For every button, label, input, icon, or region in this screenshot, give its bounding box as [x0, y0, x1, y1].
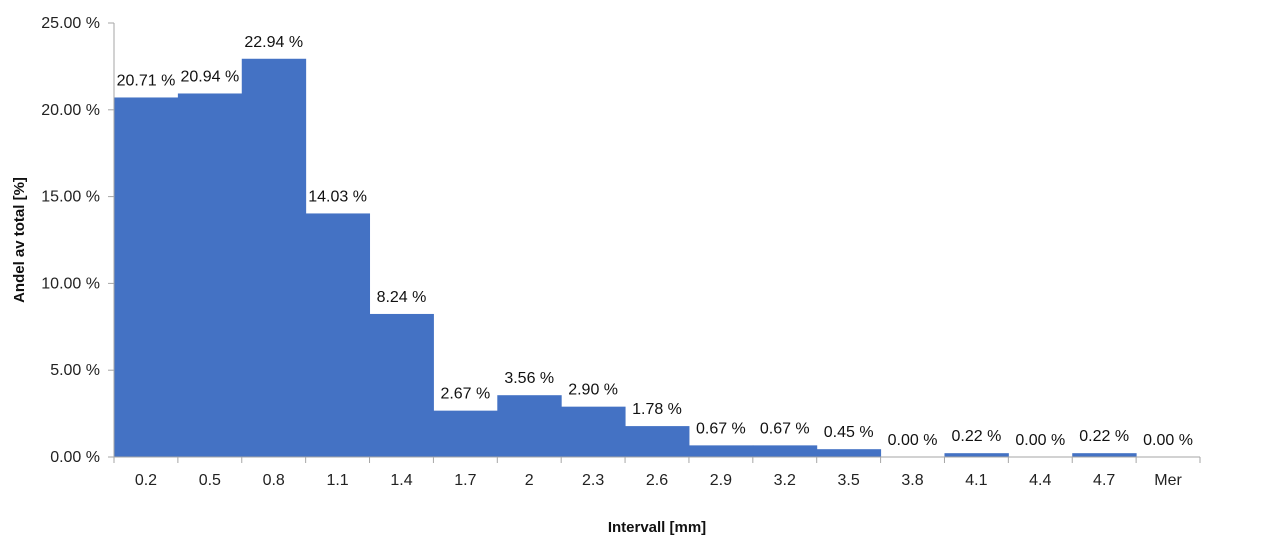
data-label: 0.22 %	[952, 428, 1002, 445]
data-label: 0.00 %	[1015, 432, 1065, 449]
data-label: 22.94 %	[244, 34, 303, 51]
x-axis-ticks	[113, 457, 1201, 463]
x-tick-label: 4.4	[1029, 472, 1051, 489]
y-tick-label: 25.00 %	[41, 15, 100, 32]
bar	[497, 395, 562, 457]
data-label: 8.24 %	[377, 289, 427, 306]
x-tick-label: 0.2	[135, 472, 157, 489]
data-label: 0.00 %	[888, 432, 938, 449]
x-tick-label: 2.9	[710, 472, 732, 489]
data-label: 20.94 %	[180, 68, 239, 85]
x-axis-tick-labels: 0.2 0.5 0.8 1.1 1.4 1.7 2 2.3 2.6 2.9 3.2 3.5 3.8 4.1…	[135, 472, 1183, 489]
bar	[944, 453, 1009, 457]
bar	[433, 410, 498, 457]
x-axis-title: Intervall [mm]	[608, 519, 706, 536]
x-tick-label: 1.4	[390, 472, 412, 489]
y-axis-ticks	[108, 22, 114, 458]
x-tick-label: 1.1	[326, 472, 348, 489]
data-label: 0.67 %	[696, 420, 746, 437]
bar	[305, 213, 371, 457]
data-label: 1.78 %	[632, 401, 682, 418]
bar	[752, 445, 818, 457]
x-tick-label: 0.5	[199, 472, 221, 489]
data-label: 3.56 %	[504, 370, 554, 387]
data-label: 0.67 %	[760, 420, 810, 437]
bar	[816, 449, 882, 457]
x-tick-label: 2	[525, 472, 534, 489]
data-label: 14.03 %	[308, 188, 367, 205]
y-tick-label: 15.00 %	[41, 189, 100, 206]
data-label: 20.71 %	[117, 72, 176, 89]
data-label: 0.00 %	[1143, 432, 1193, 449]
bar	[561, 406, 626, 457]
x-tick-label: 0.8	[263, 472, 285, 489]
bar	[177, 93, 243, 457]
x-tick-label: 2.3	[582, 472, 604, 489]
x-tick-label: 2.6	[646, 472, 668, 489]
y-axis-title: Andel av total [%]	[11, 177, 28, 303]
x-tick-label: Mer	[1154, 472, 1182, 489]
bar	[114, 97, 179, 458]
data-label: 2.67 %	[440, 386, 490, 403]
x-tick-label: 4.7	[1093, 472, 1115, 489]
x-tick-label: 1.7	[454, 472, 476, 489]
y-tick-label: 5.00 %	[50, 362, 100, 379]
data-label: 0.45 %	[824, 424, 874, 441]
y-tick-label: 10.00 %	[41, 275, 100, 292]
x-tick-label: 3.5	[838, 472, 860, 489]
y-tick-label: 0.00 %	[50, 449, 100, 466]
y-axis-tick-labels: 0.00 % 5.00 % 10.00 % 15.00 % 20.00 % 25.00 %	[41, 15, 100, 466]
x-tick-label: 4.1	[965, 472, 987, 489]
bar	[369, 313, 434, 457]
data-label: 0.22 %	[1079, 428, 1129, 445]
bars	[114, 58, 1137, 458]
x-tick-label: 3.2	[774, 472, 796, 489]
bar	[688, 445, 754, 457]
data-labels: 20.71 % 20.94 % 22.94 % 14.03 % 8.24 % 2.67 %…	[117, 34, 1193, 449]
x-tick-label: 3.8	[901, 472, 923, 489]
bar	[1072, 453, 1137, 457]
data-label: 2.90 %	[568, 382, 618, 399]
y-tick-label: 20.00 %	[41, 102, 100, 119]
bar	[241, 58, 307, 458]
bar	[625, 426, 690, 457]
